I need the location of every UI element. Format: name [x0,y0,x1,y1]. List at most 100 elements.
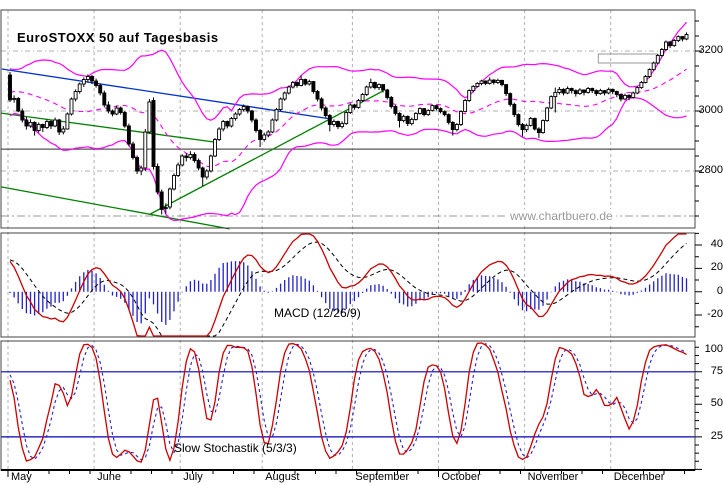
candle-down [446,114,451,123]
candle-up [114,107,119,115]
candle-down [618,94,623,100]
month-label: June [97,471,121,483]
candle-up [377,84,381,89]
candle-up [655,55,660,64]
candle-up [139,167,144,172]
candle-down [520,124,525,131]
candle-up [577,89,582,95]
candle-down [192,154,197,161]
candle-up [188,154,193,158]
candle-up [286,86,291,94]
candle-down [245,106,250,112]
candle-up [672,40,677,47]
month-label: August [265,471,300,483]
candle-up [598,90,603,95]
candle-down [323,107,328,116]
candle-up [454,124,459,131]
candle-down [434,105,439,110]
candle-up [647,69,652,77]
candle-up [213,139,217,157]
candle-up [364,86,369,95]
candle-up [163,207,168,210]
candle-up [401,115,406,122]
candle-down [303,79,308,85]
candle-up [413,112,418,120]
candle-down [500,79,504,86]
month-label: September [355,471,410,483]
candle-down [508,93,513,105]
candle-up [639,82,644,89]
candle-down [516,114,521,125]
candle-down [372,82,377,89]
candle-up [237,109,242,115]
candle-down [311,81,316,92]
candle-down [20,110,25,121]
macd-axis-label: 40 [710,238,723,251]
candle-down [118,107,123,113]
candle-down [94,80,99,86]
candle-down [225,121,230,127]
candle-down [680,36,685,40]
candle-down [610,88,615,92]
month-label: December [613,471,665,483]
candle-up [463,100,468,113]
candle-up [631,92,636,98]
candle-down [49,121,53,127]
candle-up [266,131,271,136]
candle-down [389,97,394,107]
candle-down [319,98,324,109]
candle-up [348,104,353,113]
candle-up [409,118,414,125]
candle-down [131,143,135,158]
candle-up [635,87,640,94]
candle-up [331,121,336,125]
candle-up [229,118,234,127]
candle-down [594,90,599,95]
candle-up [557,88,562,93]
candle-up [545,107,550,122]
month-label: November [527,471,579,483]
candle-up [528,118,533,126]
candle-up [356,100,361,108]
candle-up [541,120,545,134]
candle-down [442,111,447,116]
candle-up [65,113,70,130]
candle-up [643,76,648,83]
candle-down [258,130,263,140]
stoch-axis-label: 50 [710,397,723,410]
candle-down [196,160,201,169]
candle-up [651,62,656,71]
candle-down [249,110,254,121]
macd-axis-label: 20 [710,261,723,274]
month-label: May [11,471,32,483]
candle-down [512,103,517,116]
candle-up [586,88,591,93]
candle-down [159,191,164,210]
candle-down [438,108,443,113]
candle-down [573,90,578,95]
candle-up [176,164,181,176]
stochastic-k-line [9,342,687,463]
candle-down [385,89,390,98]
candle-up [81,79,86,85]
candle-up [172,175,176,190]
candle-down [602,90,607,94]
candle-down [393,106,398,114]
candle-down [536,128,541,134]
candle-up [208,155,213,172]
candle-up [262,134,267,140]
candle-down [135,157,140,172]
candle-down [106,104,111,112]
candle-down [32,121,37,131]
candle-up [676,36,681,41]
month-label: July [183,471,203,483]
candle-down [200,167,205,178]
candle-up [524,124,529,131]
candle-up [53,119,58,127]
candle-down [98,85,103,94]
candle-up [553,91,558,98]
candle-up [73,91,78,100]
candle-up [459,111,463,125]
